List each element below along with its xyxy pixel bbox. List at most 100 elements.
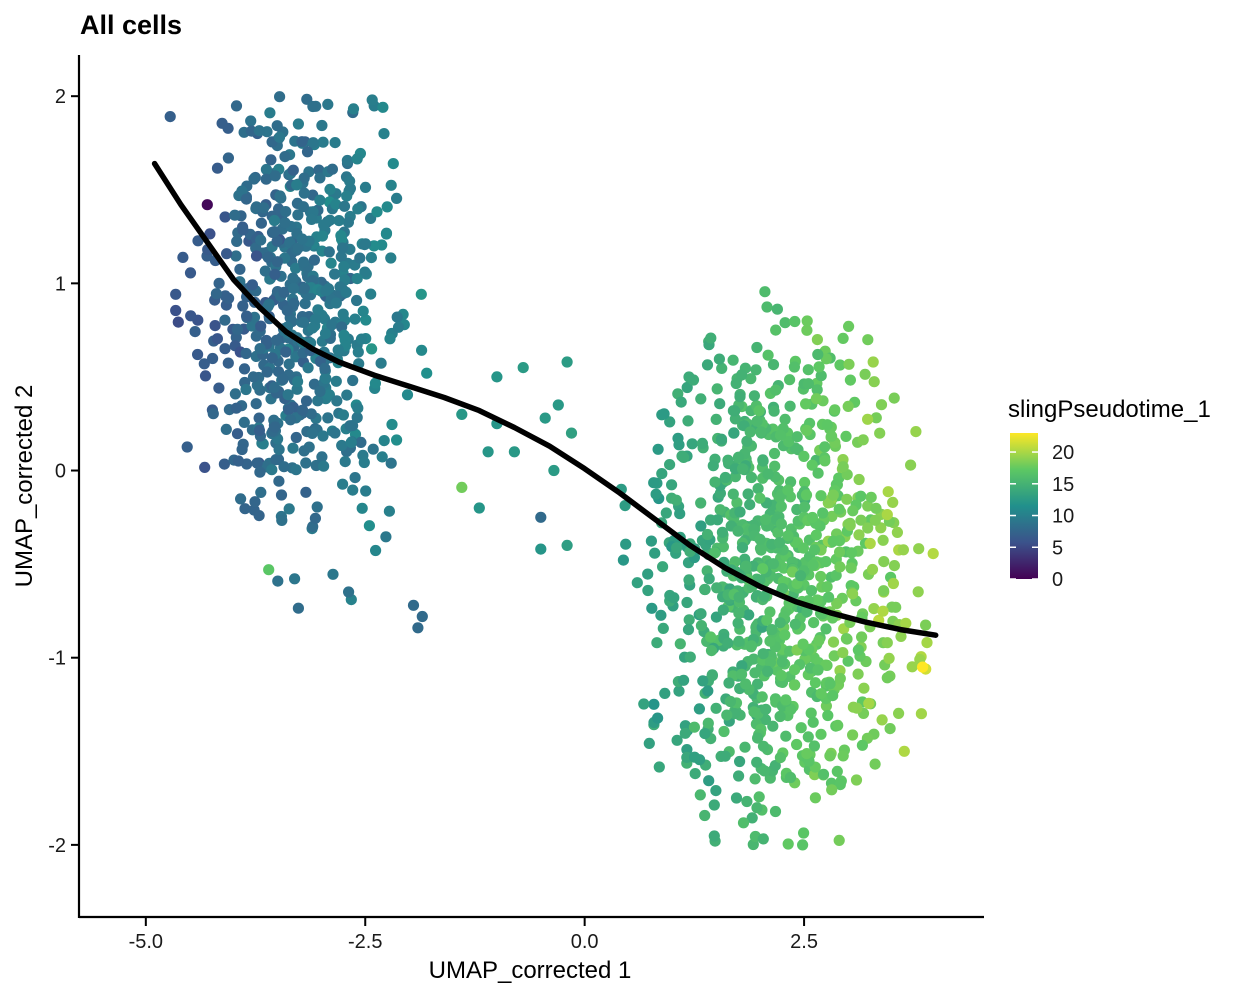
scatter-point: [801, 315, 813, 327]
scatter-point: [239, 503, 251, 515]
scatter-point: [260, 163, 272, 176]
scatter-point: [822, 709, 834, 722]
scatter-point: [330, 375, 342, 387]
scatter-point: [359, 181, 372, 193]
scatter-point: [359, 239, 371, 251]
scatter-point: [317, 136, 329, 148]
scatter-point: [869, 758, 881, 770]
scatter-point: [701, 359, 714, 371]
scatter-point: [701, 528, 714, 541]
scatter-point: [862, 334, 874, 346]
scatter-point: [230, 250, 242, 262]
scatter-point: [757, 563, 769, 575]
scatter-point: [853, 529, 865, 541]
scatter-point: [762, 665, 774, 678]
scatter-point: [269, 421, 281, 433]
scatter-point: [341, 190, 353, 202]
scatter-point: [283, 358, 295, 370]
scatter-point: [723, 677, 735, 689]
scatter-point: [236, 443, 248, 456]
scatter-point: [875, 399, 888, 411]
scatter-point: [673, 685, 685, 697]
scatter-point: [846, 547, 858, 559]
scatter-point: [565, 427, 578, 439]
scatter-point: [307, 137, 319, 149]
scatter-point: [296, 233, 308, 245]
scatter-point: [883, 652, 895, 665]
scatter-point: [751, 802, 763, 814]
scatter-point: [269, 170, 281, 182]
scatter-point: [351, 294, 363, 307]
scatter-point: [782, 530, 794, 542]
scatter-point: [794, 570, 807, 582]
scatter-point: [915, 708, 928, 720]
scatter-point: [789, 315, 801, 328]
scatter-point: [870, 412, 882, 424]
scatter-point: [772, 527, 784, 539]
scatter-point: [890, 601, 902, 613]
scatter-point: [391, 434, 403, 446]
scatter-point: [843, 358, 855, 370]
scatter-point: [827, 489, 839, 501]
scatter-point: [652, 443, 664, 455]
scatter-point: [337, 478, 349, 490]
scatter-point: [845, 562, 857, 574]
scatter-point: [900, 617, 912, 629]
scatter-point: [752, 483, 764, 495]
scatter-point: [833, 834, 845, 847]
scatter-point: [326, 163, 338, 175]
scatter-point: [758, 590, 770, 602]
scatter-point: [788, 679, 801, 691]
scatter-point: [753, 791, 765, 803]
scatter-point: [695, 520, 707, 532]
scatter-point: [314, 194, 326, 206]
scatter-point: [298, 172, 310, 184]
scatter-point: [798, 450, 810, 462]
scatter-point: [797, 638, 809, 650]
scatter-point: [727, 405, 740, 417]
scatter-point: [888, 392, 900, 404]
scatter-point: [809, 677, 822, 689]
scatter-point: [675, 396, 687, 408]
scatter-point: [274, 91, 286, 103]
scatter-point-notable: [263, 564, 275, 576]
scatter-point: [751, 756, 763, 768]
scatter-point: [164, 111, 176, 123]
scatter-point: [336, 242, 349, 254]
scatter-point: [733, 635, 745, 648]
scatter-point: [619, 500, 631, 512]
scatter-point: [296, 136, 308, 148]
scatter-point: [800, 489, 813, 501]
scatter-point: [366, 343, 378, 355]
scatter-point: [620, 538, 632, 550]
scatter-point-notable: [456, 481, 468, 493]
scatter-point: [219, 343, 231, 355]
scatter-point: [733, 607, 745, 619]
scatter-point: [275, 489, 288, 501]
scatter-point: [307, 100, 319, 113]
scatter-point: [273, 475, 285, 487]
scatter-point: [181, 441, 193, 453]
scatter-point: [734, 391, 746, 403]
scatter-point: [779, 317, 791, 329]
scatter-point: [209, 320, 221, 332]
y-tick-label: 0: [55, 461, 66, 483]
scatter-point: [719, 750, 731, 762]
scatter-point: [811, 384, 823, 396]
scatter-point: [221, 248, 233, 260]
scatter-point: [649, 547, 661, 559]
scatter-point: [757, 833, 769, 845]
scatter-point: [204, 228, 216, 240]
scatter-point: [728, 427, 740, 439]
scatter-point: [385, 179, 397, 191]
scatter-point: [862, 522, 874, 534]
scatter-point: [207, 408, 219, 420]
scatter-point: [740, 560, 752, 572]
scatter-point: [491, 371, 503, 383]
scatter-point: [311, 501, 323, 513]
scatter-point: [287, 442, 299, 454]
scatter-point: [730, 377, 742, 390]
scatter-point: [298, 187, 310, 199]
scatter-point: [322, 98, 334, 110]
scatter-point: [730, 792, 743, 804]
